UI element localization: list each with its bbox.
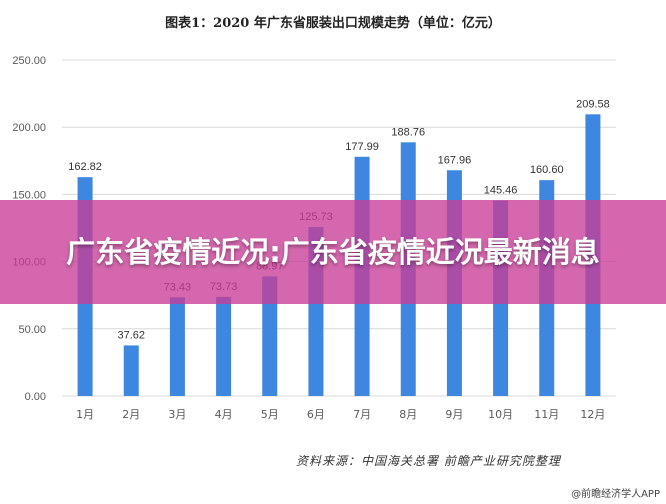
- data-label: 162.82: [68, 161, 102, 173]
- x-tick-label: 12月: [580, 408, 605, 421]
- y-tick-label: 250.00: [12, 55, 46, 67]
- y-tick-label: 200.00: [12, 122, 46, 134]
- x-tick-label: 5月: [261, 408, 279, 421]
- x-tick-label: 3月: [168, 408, 186, 421]
- x-tick-label: 1月: [76, 408, 94, 421]
- y-tick-label: 0.00: [25, 391, 46, 403]
- headline-text: 广东省疫情近况:广东省疫情近况最新消息: [66, 235, 600, 269]
- data-label: 209.58: [576, 98, 610, 110]
- data-label: 37.62: [117, 329, 145, 341]
- x-tick-label: 8月: [399, 408, 417, 421]
- bar: [169, 297, 185, 396]
- data-label: 167.96: [438, 154, 472, 166]
- data-label: 145.46: [484, 185, 518, 197]
- bar: [123, 345, 139, 396]
- data-label: 188.76: [391, 126, 425, 138]
- data-label: 160.60: [530, 164, 564, 176]
- y-tick-label: 150.00: [12, 189, 46, 201]
- data-label: 177.99: [345, 141, 379, 153]
- x-tick-label: 10月: [488, 408, 513, 421]
- x-tick-label: 11月: [534, 408, 559, 421]
- x-tick-label: 6月: [307, 408, 325, 421]
- chart-title: 图表1：2020 年广东省服装出口规模走势（单位：亿元）: [165, 16, 501, 31]
- headline-banner: 广东省疫情近况:广东省疫情近况最新消息: [0, 200, 666, 304]
- bar: [262, 276, 278, 396]
- x-tick-label: 9月: [445, 408, 463, 421]
- x-tick-label: 7月: [353, 408, 371, 421]
- credit-watermark: @前瞻经济学人APP: [571, 489, 660, 500]
- source-note: 资料来源：中国海关总署 前瞻产业研究院整理: [296, 454, 561, 468]
- bar: [216, 296, 232, 396]
- y-tick-label: 50.00: [18, 324, 46, 336]
- x-tick-label: 4月: [215, 408, 233, 421]
- x-tick-label: 2月: [122, 408, 140, 421]
